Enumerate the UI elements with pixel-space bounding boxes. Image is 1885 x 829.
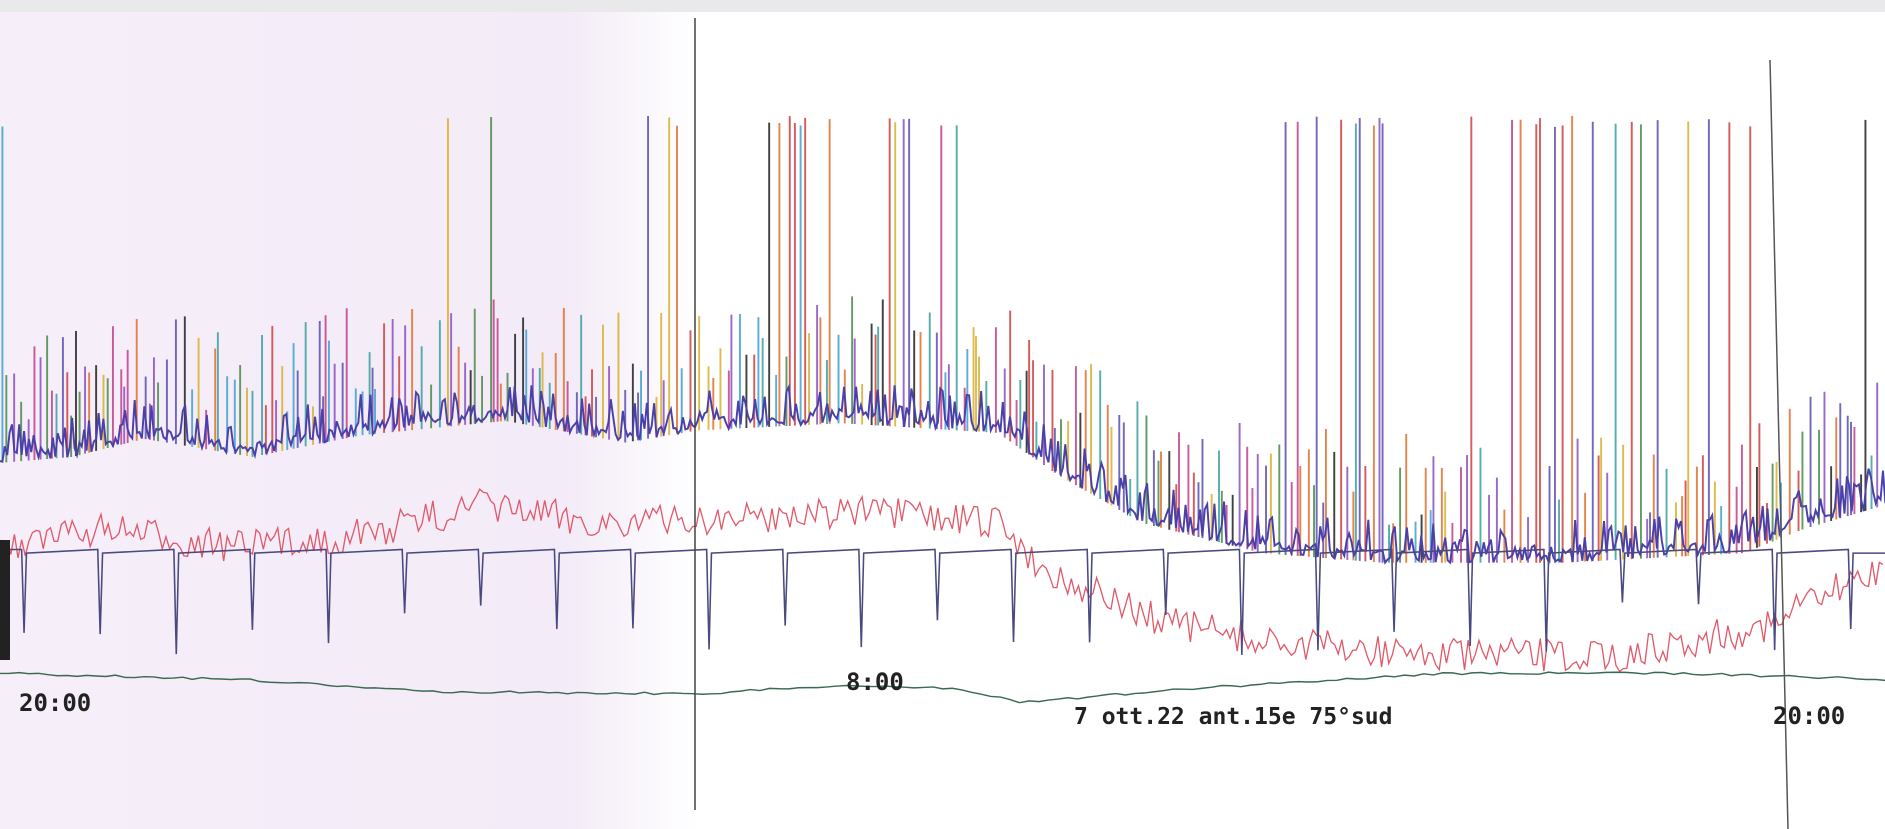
envelope-trace [0,383,1885,566]
timing-trace [0,548,1885,655]
caption: 7 ott.22 ant.15e 75°sud [1074,704,1393,730]
time-label: 20:00 [19,689,91,717]
green-trace [0,671,1885,704]
time-label: 8:00 [846,668,904,696]
scan-edge [0,0,1885,12]
scan-edge [0,540,10,660]
sheet-join [1769,59,1789,829]
recording-traces [0,115,1885,704]
time-label: 20:00 [1773,702,1845,730]
